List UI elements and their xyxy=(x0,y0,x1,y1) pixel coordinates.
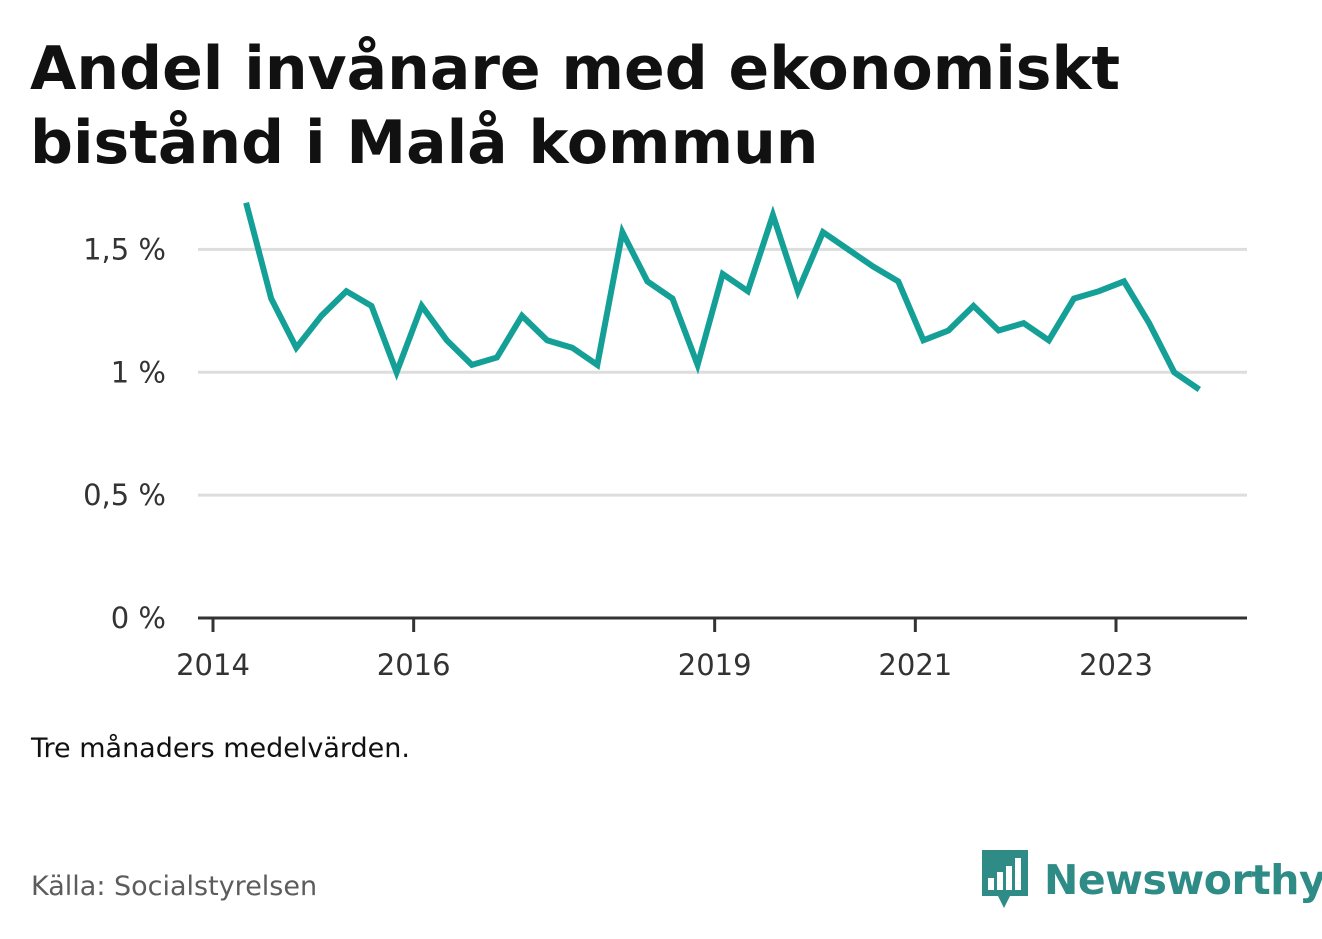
x-tick-label: 2023 xyxy=(1079,648,1153,682)
y-tick-label: 1 % xyxy=(111,355,166,389)
x-axis-ticks: 2014 2016 2019 2021 2023 xyxy=(176,618,1153,682)
chart-title-line-2: bistånd i Malå kommun xyxy=(30,108,819,178)
brand-logo: Newsworthy xyxy=(980,848,1322,912)
x-tick-label: 2019 xyxy=(678,648,752,682)
brand-name: Newsworthy xyxy=(1044,856,1322,904)
chart-title: Andel invånare med ekonomiskt bistånd i … xyxy=(30,32,1230,180)
y-tick-label: 0,5 % xyxy=(83,478,166,512)
series-layer xyxy=(243,201,1201,392)
y-tick-label: 0 % xyxy=(111,601,166,635)
series-line xyxy=(243,201,1201,392)
y-axis-ticks: 0 % 0,5 % 1 % 1,5 % xyxy=(83,232,166,635)
x-tick-label: 2016 xyxy=(377,648,451,682)
y-tick-label: 1,5 % xyxy=(83,232,166,266)
chart-note: Tre månaders medelvärden. xyxy=(31,733,410,764)
x-tick-label: 2021 xyxy=(878,648,952,682)
x-tick-label: 2014 xyxy=(176,648,250,682)
grid-lines xyxy=(198,247,1247,497)
chart-title-line-1: Andel invånare med ekonomiskt xyxy=(30,34,1121,104)
bar-chart-speech-bubble-icon xyxy=(982,850,1028,908)
source-text: Källa: Socialstyrelsen xyxy=(31,871,318,902)
line-chart: 0 % 0,5 % 1 % 1,5 % 2014 2016 2019 2021 2023 xyxy=(83,201,1247,682)
